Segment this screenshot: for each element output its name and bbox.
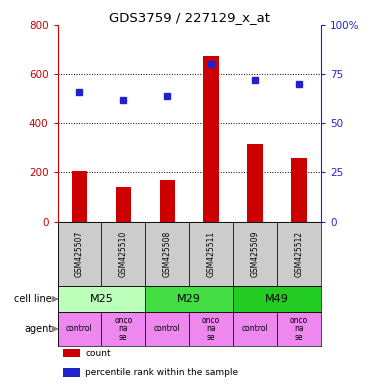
Text: GSM425508: GSM425508	[163, 231, 172, 277]
Text: cell line: cell line	[14, 294, 52, 304]
Text: GSM425509: GSM425509	[250, 231, 260, 277]
Bar	[247, 144, 263, 222]
Text: onco
na
se: onco na se	[202, 316, 220, 342]
Bar	[203, 56, 219, 222]
Bar	[233, 312, 277, 346]
Bar	[63, 349, 80, 358]
Text: agent: agent	[24, 324, 52, 334]
Text: M49: M49	[265, 294, 289, 304]
Text: M29: M29	[177, 294, 201, 304]
Text: percentile rank within the sample: percentile rank within the sample	[85, 368, 238, 377]
Bar	[58, 286, 145, 312]
Bar	[189, 222, 233, 286]
Text: GSM425510: GSM425510	[119, 231, 128, 277]
Bar	[116, 187, 131, 222]
Text: control: control	[242, 324, 269, 333]
Text: onco
na
se: onco na se	[114, 316, 132, 342]
Text: control: control	[66, 324, 93, 333]
Bar	[291, 158, 307, 222]
Text: GSM425511: GSM425511	[207, 231, 216, 277]
Bar	[145, 222, 189, 286]
Bar	[58, 222, 101, 286]
Bar	[58, 312, 101, 346]
Text: control: control	[154, 324, 181, 333]
Bar	[189, 312, 233, 346]
Bar	[233, 286, 321, 312]
Text: GSM425512: GSM425512	[295, 231, 303, 277]
Title: GDS3759 / 227129_x_at: GDS3759 / 227129_x_at	[109, 11, 270, 24]
Text: M25: M25	[89, 294, 113, 304]
Bar	[101, 312, 145, 346]
Bar	[63, 368, 80, 377]
Bar	[233, 222, 277, 286]
Bar	[160, 180, 175, 222]
Bar	[277, 312, 321, 346]
Text: onco
na
se: onco na se	[290, 316, 308, 342]
Text: GSM425507: GSM425507	[75, 231, 84, 277]
Bar	[277, 222, 321, 286]
Bar	[145, 286, 233, 312]
Text: count: count	[85, 349, 111, 358]
Bar	[101, 222, 145, 286]
Bar	[145, 312, 189, 346]
Bar	[72, 171, 87, 222]
